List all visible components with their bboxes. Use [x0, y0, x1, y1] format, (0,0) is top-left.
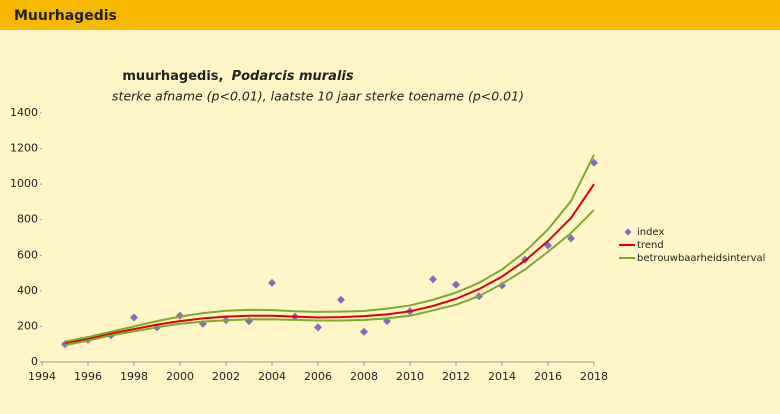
- index-point: [337, 295, 345, 304]
- x-tick-label: 2002: [212, 370, 240, 383]
- y-tick-label: 800: [17, 213, 38, 226]
- legend-label: trend: [637, 240, 664, 251]
- index-point: [452, 280, 460, 289]
- x-tick-label: 2008: [350, 370, 378, 383]
- x-tick-label: 1994: [28, 370, 56, 383]
- legend-label: betrouwbaarheidsinterval: [637, 253, 765, 264]
- header-title: Muurhagedis: [14, 8, 117, 24]
- x-tick-label: 2014: [488, 370, 516, 383]
- index-point: [314, 323, 322, 332]
- index-point: [360, 327, 368, 336]
- x-tick-label: 2010: [396, 370, 424, 383]
- x-tick-label: 2004: [258, 370, 286, 383]
- trend-line: [64, 183, 595, 345]
- index-point: [130, 313, 138, 322]
- y-tick-label: 1400: [10, 106, 38, 119]
- y-tick-label: 200: [17, 319, 38, 332]
- y-tick-label: 1000: [10, 177, 38, 190]
- y-tick-label: 600: [17, 248, 38, 261]
- chart-title-main: muurhagedis,: [122, 69, 223, 84]
- x-tick-label: 2006: [304, 370, 332, 383]
- ci-upper: [64, 154, 595, 343]
- x-tick-label: 2016: [534, 370, 562, 383]
- legend-label: index: [637, 227, 664, 238]
- header-bar: [0, 0, 780, 30]
- x-tick-label: 2018: [580, 370, 608, 383]
- index-point: [567, 234, 575, 243]
- chart-subtitle: sterke afname (p<0.01), laatste 10 jaar …: [112, 89, 524, 104]
- x-tick-label: 2012: [442, 370, 470, 383]
- legend-swatch: [624, 228, 632, 236]
- chart-title-species: Podarcis muralis: [232, 69, 354, 84]
- x-tick-label: 1996: [74, 370, 102, 383]
- chart-title: muurhagedis, Podarcis muralis: [122, 69, 353, 84]
- y-tick-label: 1200: [10, 142, 38, 155]
- y-tick-label: 400: [17, 284, 38, 297]
- ci-lower: [64, 209, 595, 347]
- x-tick-label: 2000: [166, 370, 194, 383]
- y-tick-label: 0: [31, 355, 38, 368]
- index-point: [429, 275, 437, 284]
- index-point: [268, 278, 276, 287]
- x-tick-label: 1998: [120, 370, 148, 383]
